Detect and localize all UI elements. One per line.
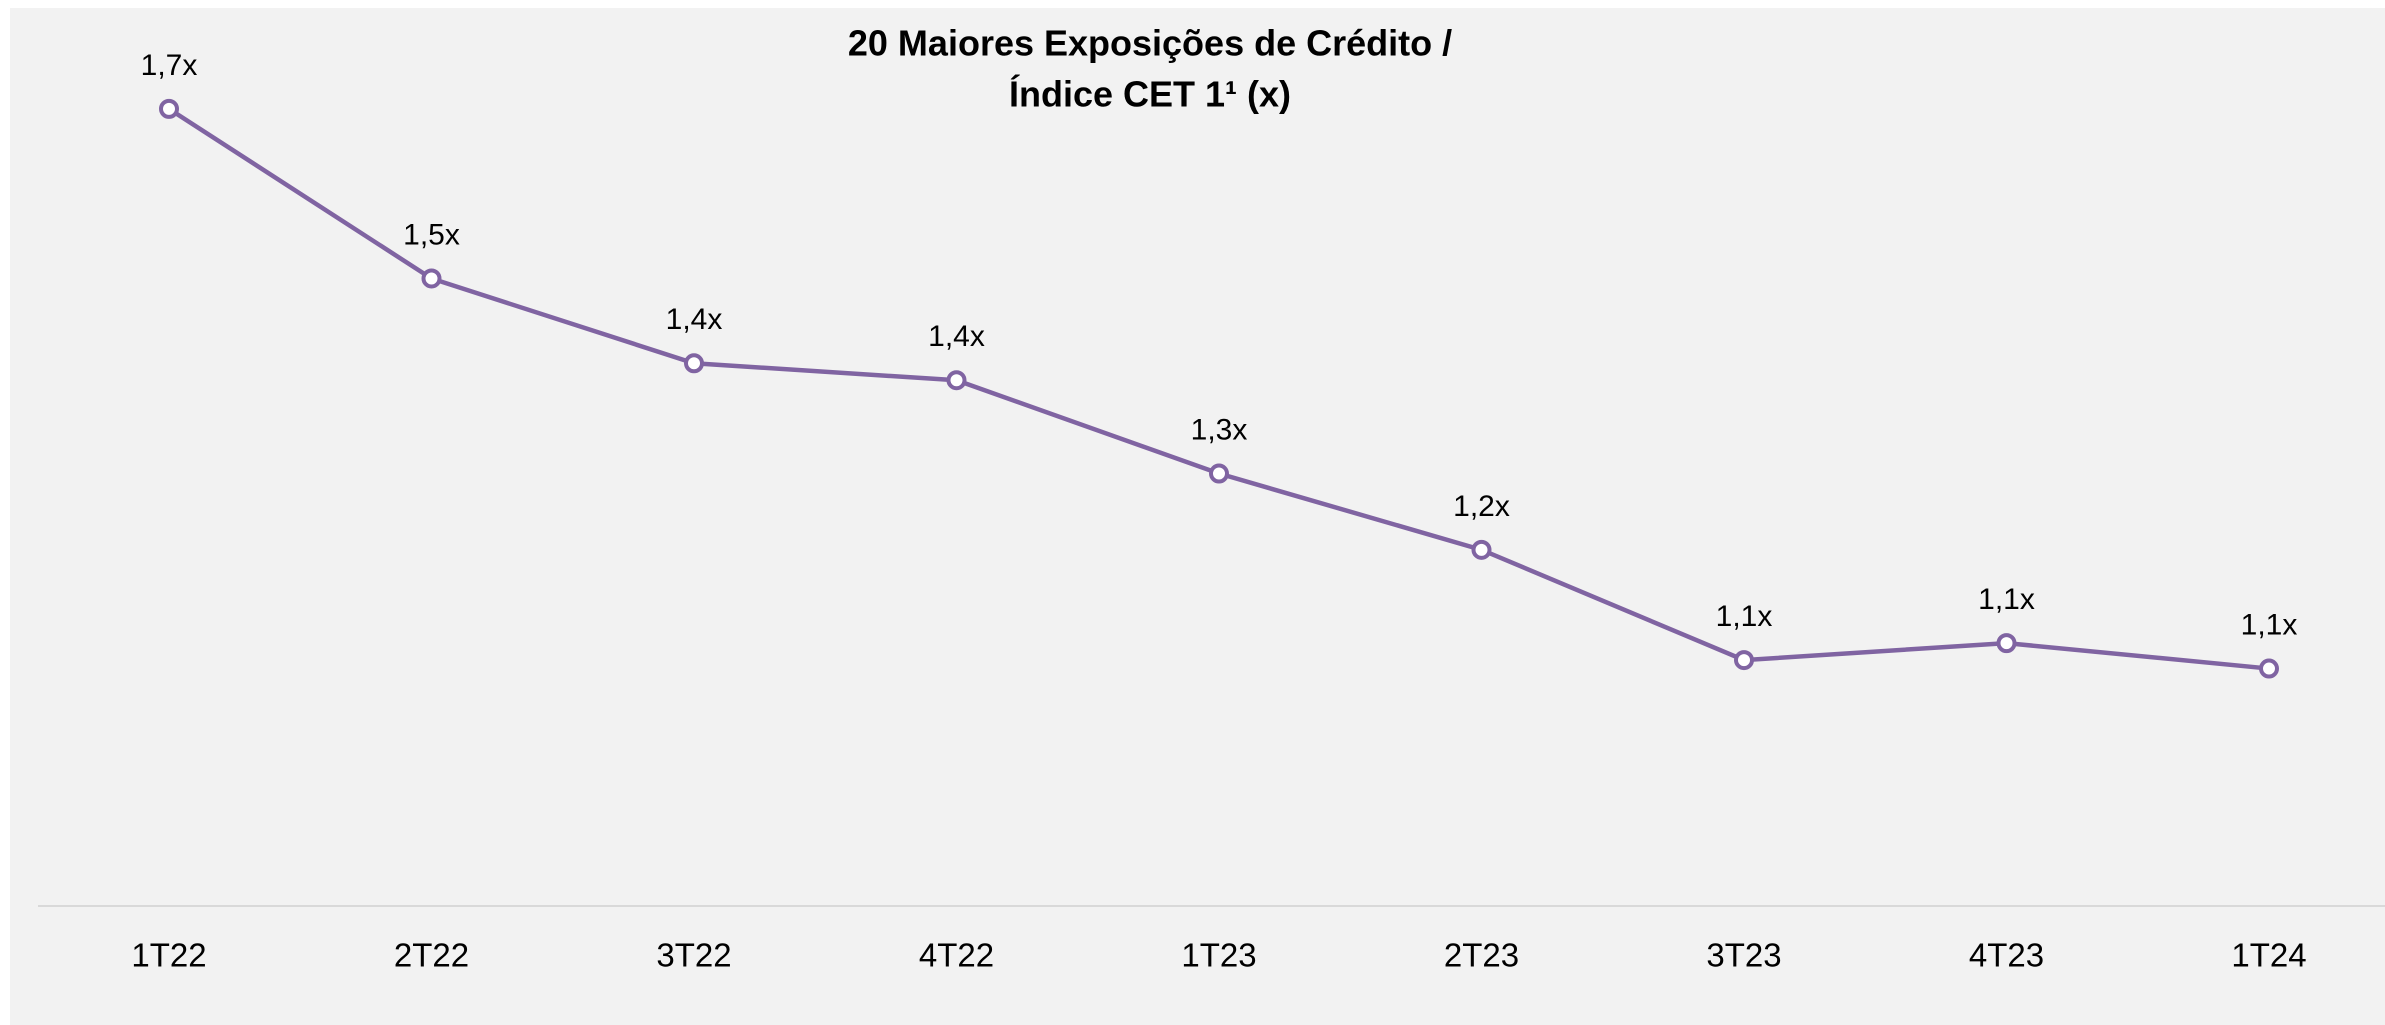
point-marker — [1996, 633, 2017, 654]
data-label: 1,3x — [1191, 413, 1248, 446]
x-tick-label: 1T23 — [1181, 937, 1256, 974]
data-label: 1,1x — [1716, 600, 1773, 633]
point-marker — [684, 353, 704, 374]
x-tick-label: 1T24 — [2231, 937, 2306, 974]
point-marker — [2259, 658, 2279, 679]
data-label: 1,1x — [1978, 583, 2035, 616]
point-marker — [946, 370, 967, 391]
chart-background — [10, 8, 2385, 1025]
x-tick-label: 4T23 — [1969, 937, 2044, 974]
data-label: 1,4x — [928, 320, 985, 353]
data-label: 1,4x — [666, 303, 723, 336]
point-marker — [1471, 539, 1492, 560]
point-marker — [1209, 463, 1229, 484]
x-tick-label: 2T22 — [394, 937, 469, 974]
x-tick-label: 3T23 — [1706, 937, 1781, 974]
point-marker — [421, 268, 442, 289]
data-label: 1,1x — [2241, 608, 2298, 641]
data-label: 1,5x — [403, 218, 460, 251]
x-tick-label: 4T22 — [919, 937, 994, 974]
point-marker — [1734, 650, 1754, 671]
chart-title: Índice CET 1¹ (x) — [1009, 74, 1291, 115]
data-label: 1,2x — [1453, 490, 1510, 523]
data-label: 1,7x — [141, 49, 198, 82]
point-marker — [159, 98, 179, 119]
x-tick-label: 1T22 — [131, 937, 206, 974]
x-tick-label: 2T23 — [1444, 937, 1519, 974]
chart-title: 20 Maiores Exposições de Crédito / — [848, 23, 1452, 64]
x-tick-label: 3T22 — [656, 937, 731, 974]
